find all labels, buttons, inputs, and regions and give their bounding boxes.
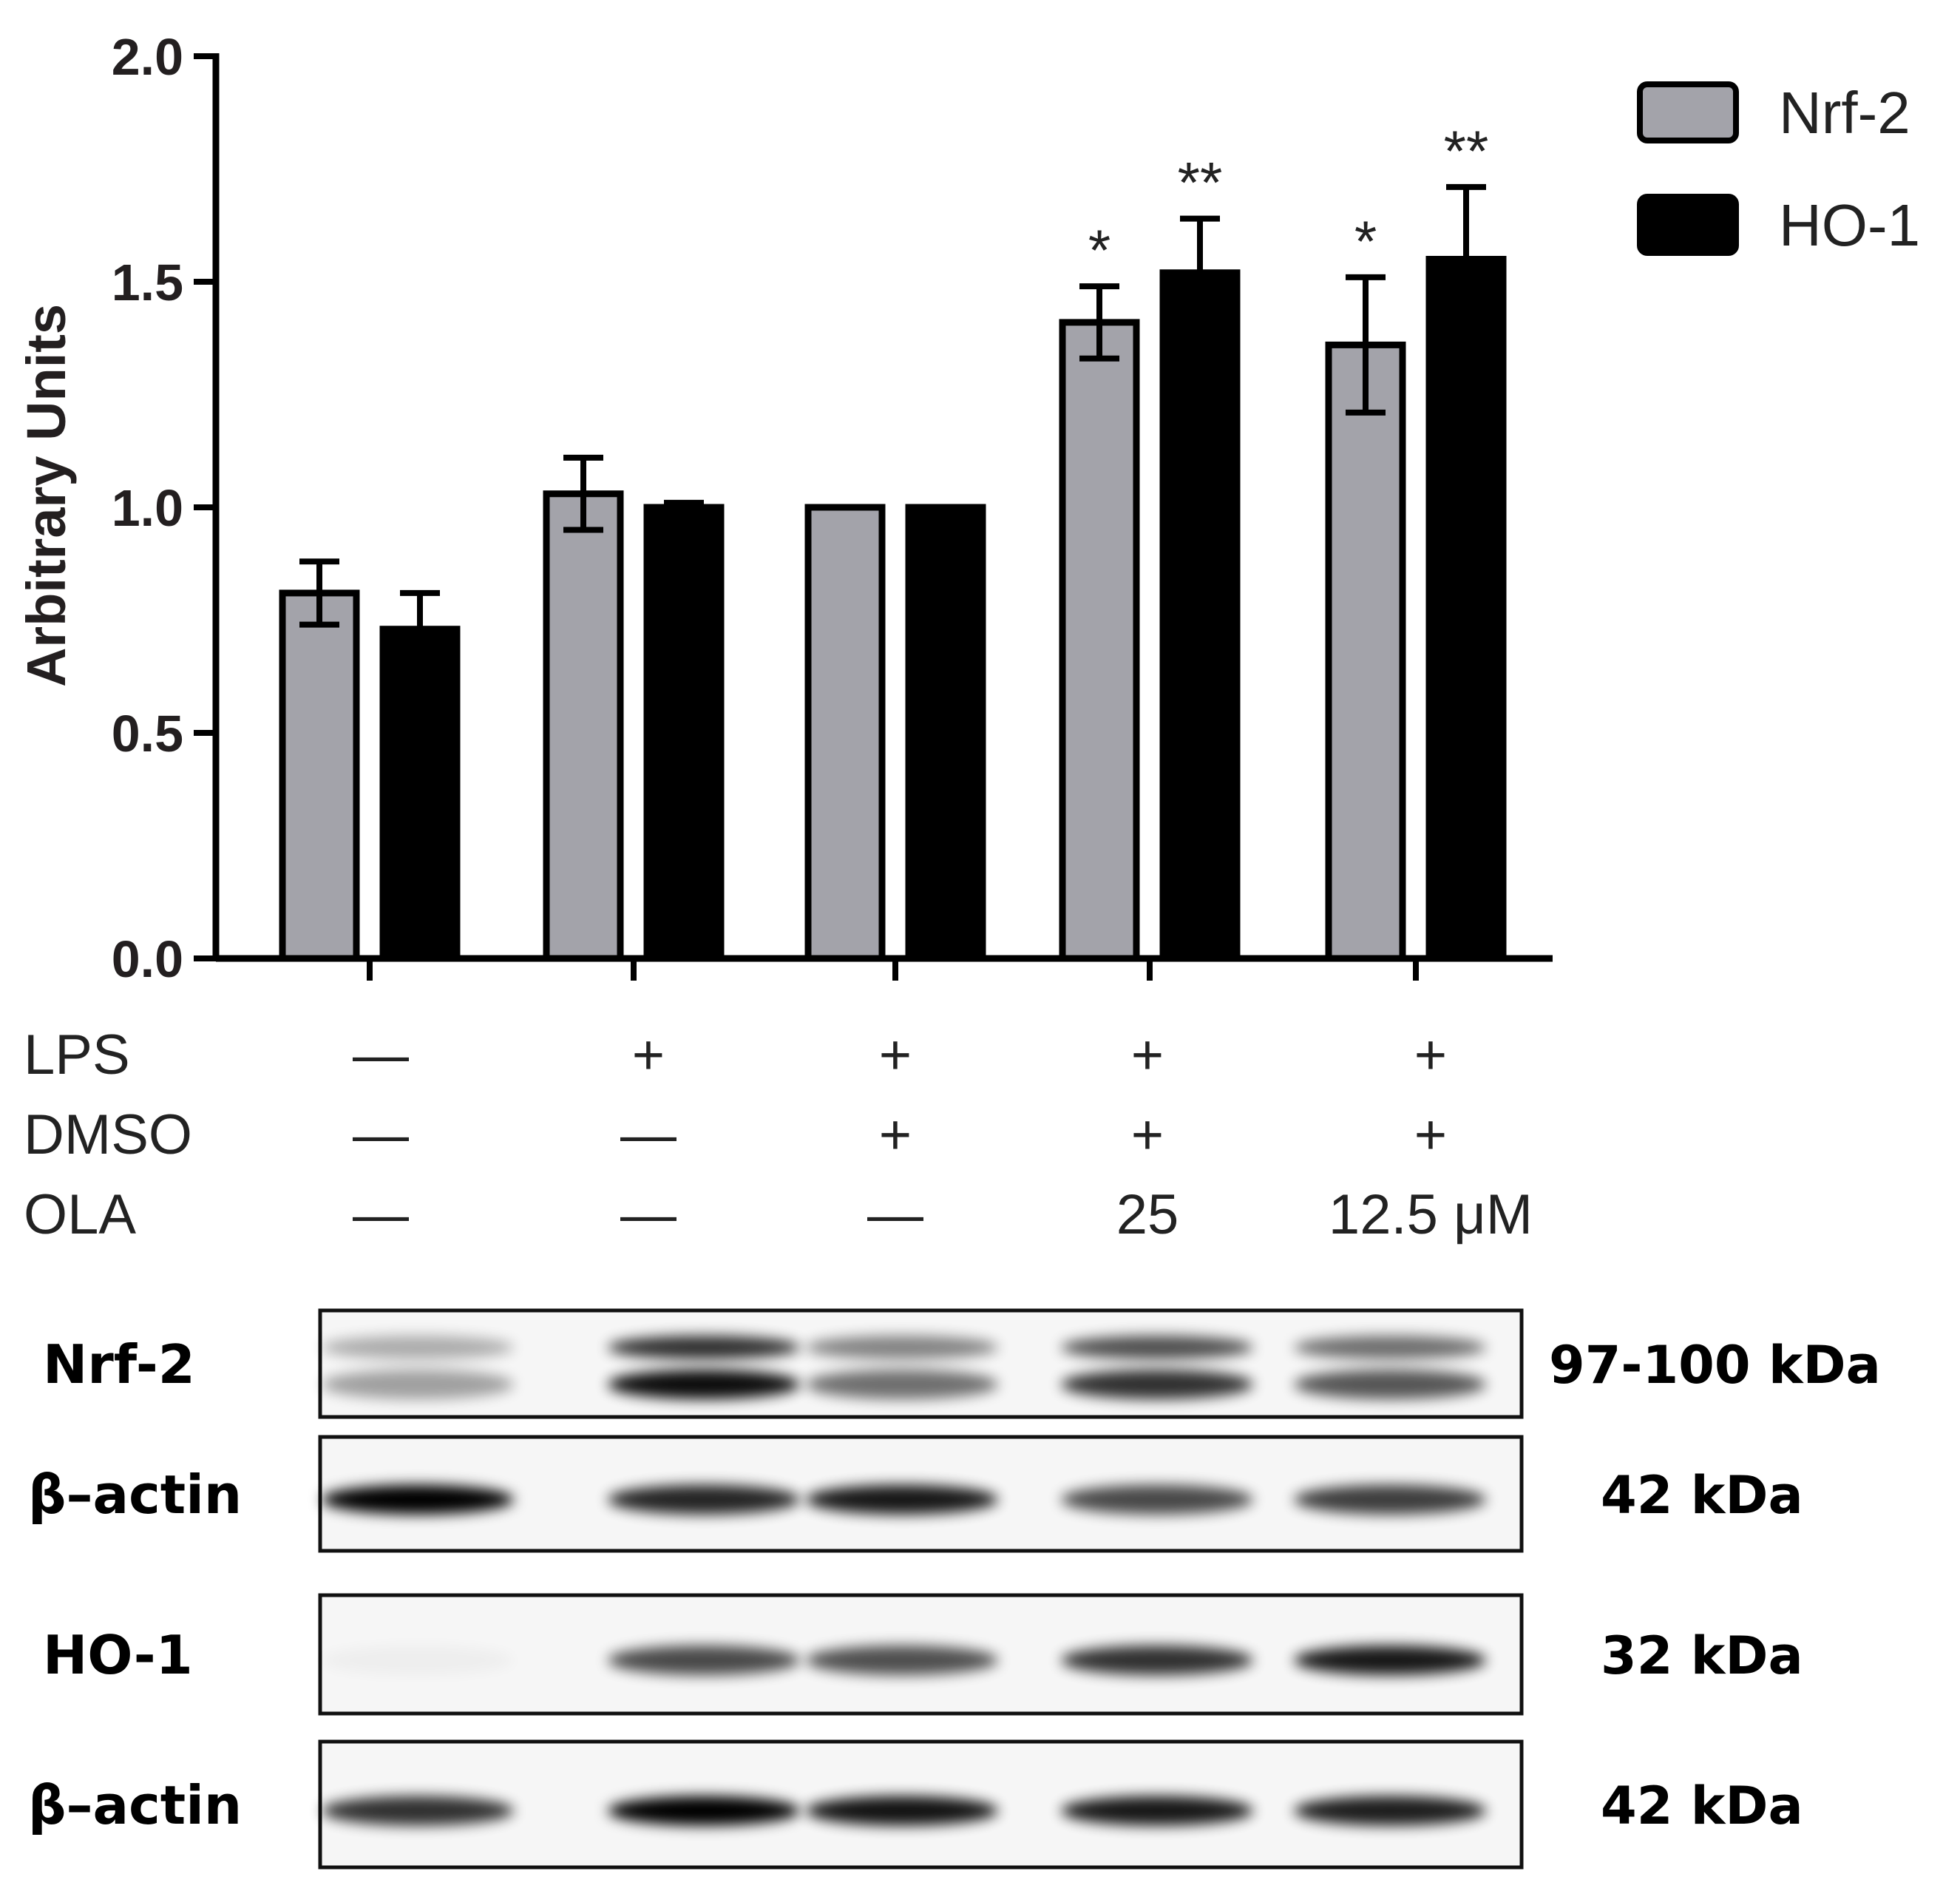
errorbar-nrf-2-5 <box>1346 274 1386 416</box>
errorbar-nrf-2-4 <box>1079 283 1119 362</box>
condition-ola-3: — <box>867 1183 923 1246</box>
y-tick-label-1.0: 1.0 <box>112 479 183 537</box>
band-nrf2-lower-3 <box>806 1370 998 1399</box>
y-axis-label: Arbitrary Units <box>16 304 77 687</box>
condition-lps-5: + <box>1414 1024 1447 1086</box>
bar-nrf-2-2 <box>543 490 624 962</box>
blot-label-2: β–actin <box>28 1464 242 1526</box>
band-3-3 <box>806 1645 998 1675</box>
band-2-1 <box>322 1484 514 1515</box>
bar-ho-1-4 <box>1159 269 1241 962</box>
condition-ola-1: — <box>353 1183 409 1246</box>
blot-label-3: HO-1 <box>43 1624 193 1686</box>
band-nrf2-lower-2 <box>608 1370 800 1399</box>
bar-ho-1-3 <box>905 504 986 962</box>
blot-size-3: 32 kDa <box>1601 1626 1803 1686</box>
bar-nrf-2-4 <box>1059 319 1140 962</box>
condition-lps-2: + <box>632 1024 665 1086</box>
blot-size-1: 97-100 kDa <box>1549 1335 1881 1396</box>
band-2-2 <box>608 1484 800 1515</box>
legend-swatch-ho-1 <box>1637 194 1739 256</box>
y-tick-labels: 0.0 0.5 1.0 1.5 2.0 <box>112 28 183 988</box>
band-nrf2-upper-3 <box>806 1336 998 1359</box>
band-2-4 <box>1061 1484 1253 1515</box>
condition-ola-4: 25 <box>1116 1183 1179 1246</box>
blot-label-4: β–actin <box>28 1774 242 1836</box>
errorbars-layer <box>299 183 1486 669</box>
blot-panel-3: HO-1 32 kDa <box>43 1593 1803 1716</box>
bar-nrf-2-5 <box>1325 341 1406 962</box>
errorbar-ho-1-5 <box>1446 183 1486 335</box>
condition-label-ola: OLA <box>24 1183 136 1246</box>
band-3-1 <box>322 1645 514 1675</box>
band-nrf2-lower-5 <box>1294 1370 1486 1399</box>
errorbar-ho-1-4 <box>1180 215 1220 330</box>
band-nrf2-lower-4 <box>1061 1370 1253 1399</box>
significance-mark-ho-1-5: ** <box>1444 118 1489 183</box>
band-4-1 <box>322 1796 514 1826</box>
condition-label-dmso: DMSO <box>24 1103 192 1166</box>
band-nrf2-lower-1 <box>322 1370 514 1399</box>
significance-mark-nrf-2-4: * <box>1088 217 1110 283</box>
band-2-3 <box>806 1484 998 1515</box>
condition-dmso-3: + <box>879 1103 912 1166</box>
band-4-3 <box>806 1796 998 1826</box>
blot-size-2: 42 kDa <box>1601 1465 1803 1526</box>
band-nrf2-upper-2 <box>608 1336 800 1359</box>
band-nrf2-upper-4 <box>1061 1336 1253 1359</box>
y-tick-label-0.5: 0.5 <box>112 705 183 762</box>
y-tick-label-1.5: 1.5 <box>112 254 183 311</box>
bar-chart: * *** ** 0.00.51.01.52.0 Arbitrary Units N… <box>16 28 1920 988</box>
legend: Nrf-2 HO-1 <box>1637 80 1920 258</box>
bar-nrf-2-3 <box>804 504 886 962</box>
condition-dmso-5: + <box>1414 1103 1447 1166</box>
condition-label-lps: LPS <box>24 1024 130 1086</box>
significance-mark-ho-1-4: ** <box>1178 150 1223 215</box>
blot-panel-4: β–actin 42 kDa <box>28 1739 1803 1870</box>
significance-mark-nrf-2-5: * <box>1354 209 1377 274</box>
errorbar-ho-1-1 <box>400 589 440 669</box>
condition-lps-1: — <box>353 1024 409 1086</box>
y-tick-label-0.0: 0.0 <box>112 930 183 988</box>
errorbar-nrf-2-2 <box>563 454 603 533</box>
western-blots: Nrf-2 97-100 kDa β–actin 42 kDa HO-1 32 kDa β–… <box>28 1308 1881 1870</box>
band-nrf2-upper-1 <box>322 1336 514 1359</box>
blot-panel-2: β–actin 42 kDa <box>28 1435 1803 1553</box>
errorbar-nrf-2-1 <box>299 558 339 628</box>
band-3-2 <box>608 1645 800 1675</box>
condition-ola-5: 12.5 μM <box>1329 1183 1533 1246</box>
legend-label-ho-1: HO-1 <box>1779 192 1920 258</box>
blot-size-4: 42 kDa <box>1601 1776 1803 1836</box>
legend-swatch-nrf-2 <box>1637 81 1739 143</box>
condition-lps-4: + <box>1131 1024 1164 1086</box>
significance-annotations: * *** ** <box>1088 118 1489 283</box>
blot-panel-1: Nrf-2 97-100 kDa <box>43 1308 1881 1419</box>
bars-layer <box>279 256 1507 962</box>
condition-dmso-2: — <box>620 1103 676 1166</box>
errorbar-ho-1-2 <box>664 499 704 515</box>
condition-lps-3: + <box>879 1024 912 1086</box>
blot-label-1: Nrf-2 <box>43 1333 195 1396</box>
legend-label-nrf-2: Nrf-2 <box>1779 80 1910 146</box>
axes <box>194 53 1553 981</box>
bar-ho-1-1 <box>379 626 461 962</box>
band-4-5 <box>1294 1796 1486 1826</box>
band-4-2 <box>608 1796 800 1826</box>
condition-ola-2: — <box>620 1183 676 1246</box>
treatment-conditions: LPS — + + + + DMSO — — + + + OLA — — — 25 12.5 μM <box>24 1024 1533 1246</box>
y-tick-label-2.0: 2.0 <box>112 28 183 86</box>
band-3-4 <box>1061 1645 1253 1675</box>
condition-dmso-1: — <box>353 1103 409 1166</box>
condition-dmso-4: + <box>1131 1103 1164 1166</box>
band-2-5 <box>1294 1484 1486 1515</box>
band-4-4 <box>1061 1796 1253 1826</box>
bar-nrf-2-1 <box>279 589 360 962</box>
band-nrf2-upper-5 <box>1294 1336 1486 1359</box>
bar-ho-1-5 <box>1425 256 1507 962</box>
band-3-5 <box>1294 1645 1486 1675</box>
bar-ho-1-2 <box>643 504 725 962</box>
